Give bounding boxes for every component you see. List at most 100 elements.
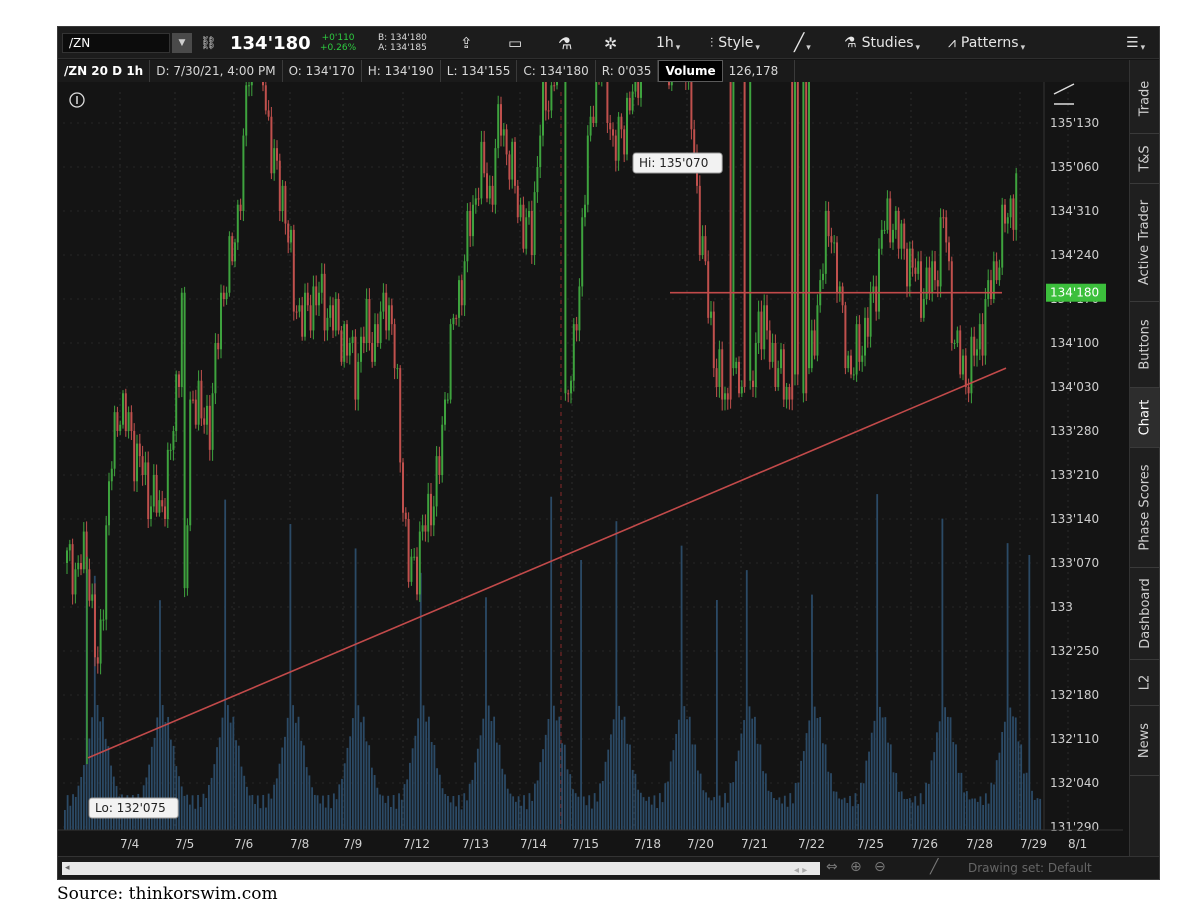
chevron-down-icon: ▾ [915, 43, 921, 53]
scroll-arrows[interactable]: ◂ ▸ [794, 865, 808, 876]
candle-body [794, 82, 796, 375]
candle-body [435, 456, 438, 507]
gear-icon[interactable]: ✲ [604, 33, 618, 53]
scroll-left-arrow[interactable]: ◂ [65, 863, 70, 873]
tab-t-s[interactable]: T&S [1130, 134, 1160, 184]
volume-bar [216, 747, 218, 830]
candle-body [516, 185, 519, 218]
candle-body [208, 405, 211, 450]
candle-body [334, 299, 337, 331]
studies-menu[interactable]: ⚗ Studies ▾ [844, 27, 920, 59]
price-chart[interactable]: Hi: 135'070 Lo: 132'075 135'130 135'060 134'… [58, 82, 1129, 856]
symbol-input[interactable]: /ZN [62, 33, 170, 53]
pencil-icon[interactable]: ╱ [930, 859, 939, 875]
volume-bar [767, 790, 770, 830]
volume-bar [205, 798, 208, 830]
date-tick-label: 7/22 [798, 837, 825, 851]
share-icon[interactable]: ⇪ [460, 34, 473, 52]
volume-bar [574, 793, 577, 830]
volume-bar [419, 572, 422, 830]
volume-bar [520, 805, 523, 830]
range-readout: R: 0'035 [596, 60, 659, 82]
tab-chart[interactable]: Chart [1130, 388, 1160, 448]
volume-bar [819, 716, 822, 830]
candle-body [595, 82, 598, 123]
flask-icon[interactable]: ⚗ [558, 33, 573, 53]
volume-bar [974, 798, 976, 830]
tab-phase-scores[interactable]: Phase Scores [1130, 448, 1160, 568]
volume-bar [218, 737, 221, 830]
candle-body [953, 343, 956, 344]
zoom-icon[interactable]: ⊖ [874, 859, 886, 875]
candle-body [724, 393, 726, 400]
price-tick-label: 135'060 [1050, 160, 1099, 174]
timeframe-label: 1h [656, 35, 674, 51]
candle-body [413, 556, 416, 558]
volume-bar [528, 793, 531, 830]
tab-trade[interactable]: Trade [1130, 64, 1160, 134]
volume-bar [1012, 716, 1014, 830]
candle-body [393, 324, 396, 369]
candle-body [805, 82, 808, 394]
candle-body [206, 405, 208, 425]
volume-bar [743, 720, 745, 830]
crosshair-icon[interactable]: ⊕ [850, 859, 862, 875]
candle-body [477, 198, 480, 200]
candle-body [483, 141, 486, 174]
tab-dashboard[interactable]: Dashboard [1130, 568, 1160, 660]
link-icon[interactable]: ⛓ [200, 35, 217, 51]
patterns-menu[interactable]: ⩘ Patterns ▾ [948, 27, 1025, 59]
tab-active-trader[interactable]: Active Trader [1130, 184, 1160, 302]
volume-bar [898, 791, 900, 830]
tab-buttons[interactable]: Buttons [1130, 302, 1160, 388]
candle-body [427, 493, 430, 532]
candle-body [102, 619, 105, 621]
symbol-dropdown-button[interactable]: ▼ [172, 33, 192, 53]
date-tick-label: 8/1 [1068, 837, 1087, 851]
alert-icon[interactable]: ▭ [508, 34, 523, 52]
volume-bar [338, 784, 341, 830]
volume-bar [808, 720, 811, 830]
drawing-set-selector[interactable]: Drawing set: Default [968, 861, 1092, 875]
price-tick-label: 133'280 [1050, 424, 1099, 438]
candle-body [169, 449, 172, 451]
candle-body [348, 343, 351, 356]
candle-body [922, 299, 925, 318]
volume-bar [183, 795, 186, 830]
candle-body [864, 317, 866, 356]
volume-bar [610, 734, 612, 830]
tab-l2[interactable]: L2 [1130, 660, 1160, 706]
volume-bar [773, 798, 775, 830]
volume-bar [490, 721, 493, 830]
drawing-tool-menu[interactable]: ╱ ▾ [794, 27, 811, 59]
volume-bar [362, 716, 365, 830]
timeframe-selector[interactable]: 1h ▾ [656, 27, 680, 59]
style-menu[interactable]: ⫶ Style ▾ [710, 27, 760, 59]
volume-bar [411, 748, 414, 830]
volume-bar [593, 793, 596, 830]
volume-bar [64, 810, 66, 830]
candle-body [1004, 204, 1006, 224]
candle-body [572, 324, 575, 381]
tab-label: Trade [1137, 80, 1153, 117]
volume-bar [667, 781, 669, 830]
candle-body [766, 305, 768, 331]
volume-bar [66, 795, 69, 830]
candle-body [875, 286, 878, 312]
volume-bar [797, 782, 800, 830]
candle-body [326, 317, 329, 331]
volume-bar [398, 793, 400, 830]
tab-news[interactable]: News [1130, 706, 1160, 776]
date-tick-label: 7/15 [572, 837, 599, 851]
volume-bar [425, 721, 428, 830]
candle-body [556, 82, 558, 86]
candle-body [455, 317, 458, 319]
pan-icon[interactable]: ⇔ [826, 859, 838, 875]
candle-body [116, 412, 119, 431]
candle-body [480, 141, 483, 199]
volume-bar [235, 740, 237, 830]
candle-body [360, 336, 362, 362]
horizontal-scrollbar[interactable]: ◂ ◂ ▸ [62, 862, 820, 876]
panel-menu[interactable]: ☰ ▾ [1126, 27, 1145, 59]
volume-bar [895, 773, 898, 830]
